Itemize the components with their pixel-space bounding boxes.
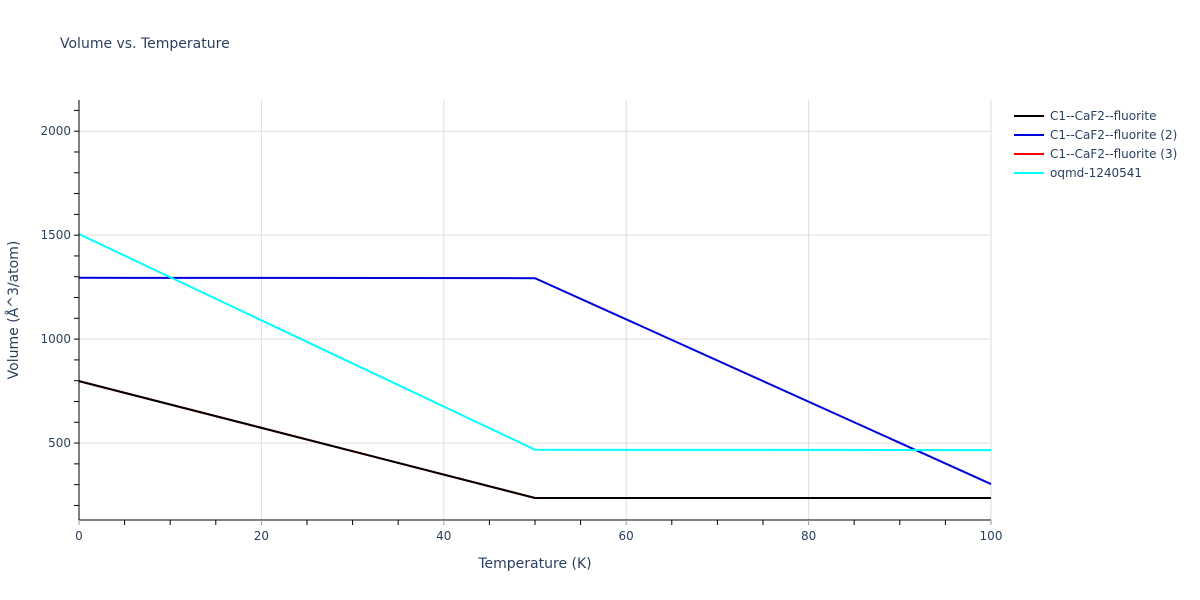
- x-tick-label: 100: [980, 529, 1003, 543]
- legend: C1--CaF2--fluorite C1--CaF2--fluorite (2…: [1014, 106, 1177, 182]
- series-line: [78, 380, 991, 499]
- chart-title: Volume vs. Temperature: [60, 36, 230, 52]
- y-tick-label: 1500: [40, 228, 71, 242]
- y-axis-title: Volume (Å^3/atom): [5, 241, 22, 380]
- series-lines: [78, 233, 992, 499]
- series-line: [78, 276, 992, 485]
- y-tick-label: 500: [48, 436, 71, 450]
- legend-item-c1-caf2-fluorite-3[interactable]: C1--CaF2--fluorite (3): [1014, 144, 1177, 163]
- legend-item-c1-caf2-fluorite[interactable]: C1--CaF2--fluorite: [1014, 106, 1177, 125]
- legend-item-oqmd-1240541[interactable]: oqmd-1240541: [1014, 163, 1177, 182]
- legend-label: oqmd-1240541: [1050, 165, 1143, 180]
- axes: 0 20 40 60 80 100 500 1000 1500 2000: [40, 100, 1002, 543]
- gridlines: [79, 100, 992, 520]
- legend-item-c1-caf2-fluorite-2[interactable]: C1--CaF2--fluorite (2): [1014, 125, 1177, 144]
- legend-label: C1--CaF2--fluorite: [1050, 108, 1157, 123]
- x-axis-title: Temperature (K): [477, 556, 591, 572]
- line-swatch-icon: [1014, 133, 1044, 136]
- line-swatch-icon: [1014, 171, 1044, 174]
- series-line: [78, 380, 991, 499]
- line-swatch-icon: [1014, 114, 1044, 117]
- x-tick-label: 80: [801, 529, 816, 543]
- legend-label: C1--CaF2--fluorite (2): [1050, 127, 1178, 142]
- y-tick-label: 2000: [40, 124, 71, 138]
- line-swatch-icon: [1014, 152, 1044, 155]
- x-tick-label: 60: [619, 529, 634, 543]
- x-tick-label: 0: [75, 529, 83, 543]
- legend-label: C1--CaF2--fluorite (3): [1050, 146, 1178, 161]
- series-line: [78, 233, 992, 452]
- x-tick-label: 40: [436, 529, 451, 543]
- y-tick-label: 1000: [40, 332, 71, 346]
- x-tick-label: 20: [254, 529, 269, 543]
